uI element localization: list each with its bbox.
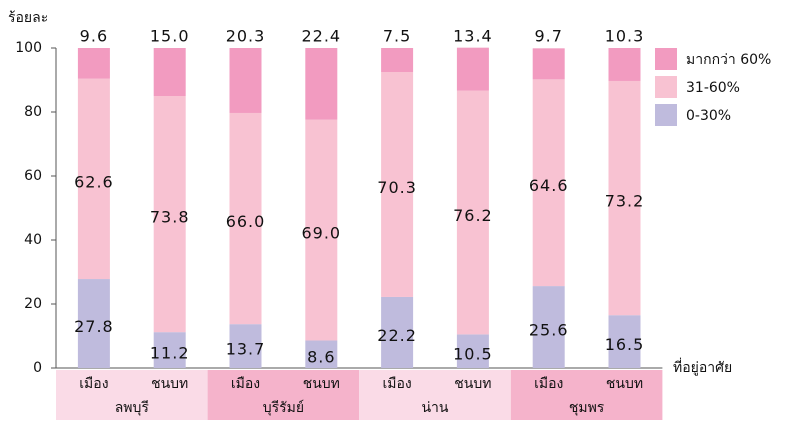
group-label: ลพบุรี	[115, 400, 150, 416]
bar-segment	[77, 279, 110, 368]
bar-segment	[456, 47, 489, 91]
bar-segment	[229, 48, 262, 113]
bar-segment	[77, 48, 110, 79]
bar-segment	[381, 48, 414, 72]
group-band	[207, 370, 360, 422]
value-label: 10.3	[605, 27, 645, 46]
value-label: 73.8	[150, 208, 190, 227]
bar-segment	[532, 48, 565, 80]
bar-segment	[153, 332, 186, 368]
value-label: 66.0	[226, 212, 266, 231]
bar-segment	[608, 315, 641, 368]
y-tick-label: 0	[33, 360, 42, 376]
value-label: 62.6	[74, 172, 114, 191]
value-label: 13.7	[226, 340, 266, 359]
y-axis-label: ร้อยละ	[8, 10, 48, 26]
legend-label: มากกว่า 60%	[686, 52, 771, 68]
value-label: 69.0	[301, 224, 341, 243]
bar-segment	[305, 119, 338, 341]
value-label: 9.6	[80, 27, 108, 46]
bar-segment	[153, 96, 186, 333]
value-label: 25.6	[529, 321, 569, 340]
legend-label: 31-60%	[686, 80, 740, 96]
legend-swatch	[655, 76, 677, 98]
bar-segment	[608, 48, 641, 81]
x-tick-label: ชนบท	[606, 376, 643, 392]
group-band	[359, 370, 511, 422]
legend-swatch	[655, 104, 677, 126]
y-tick-label: 20	[24, 296, 42, 312]
bar-segment	[305, 340, 338, 368]
x-axis-label: ที่อยู่อาศัย	[673, 358, 732, 376]
value-label: 76.2	[453, 206, 493, 225]
legend-swatch	[655, 48, 677, 70]
value-label: 13.4	[453, 27, 493, 46]
x-tick-label: เมือง	[79, 376, 108, 392]
bar-segment	[153, 48, 186, 96]
bar-segment	[229, 112, 262, 325]
bar-segment	[229, 324, 262, 368]
bar-segment	[456, 334, 489, 368]
group-band	[510, 370, 663, 422]
group-label: น่าน	[421, 400, 448, 416]
x-tick-label: เมือง	[231, 376, 260, 392]
bar-segment	[381, 296, 414, 368]
bar-segment	[381, 72, 414, 297]
bar-segment	[77, 78, 110, 280]
bar-segment	[456, 90, 489, 335]
y-tick-label: 100	[15, 40, 42, 56]
value-label: 8.6	[307, 348, 335, 367]
value-label: 70.3	[377, 178, 417, 197]
value-label: 27.8	[74, 317, 114, 336]
value-label: 9.7	[534, 27, 562, 46]
x-tick-label: ชนบท	[454, 376, 491, 392]
y-tick-label: 40	[24, 232, 42, 248]
value-label: 20.3	[226, 27, 266, 46]
y-tick-label: 60	[24, 168, 42, 184]
bar-segment	[305, 48, 338, 120]
value-label: 7.5	[383, 27, 411, 46]
bar-segment	[532, 79, 565, 287]
bar-segment	[532, 286, 565, 368]
bar-segment	[608, 80, 641, 316]
value-label: 10.5	[453, 345, 493, 364]
x-tick-label: ชนบท	[151, 376, 188, 392]
x-tick-label: เมือง	[534, 376, 563, 392]
x-tick-label: ชนบท	[303, 376, 340, 392]
group-band	[56, 370, 208, 422]
group-label: บุรีรัมย์	[263, 399, 304, 416]
group-label: ชุมพร	[569, 400, 605, 416]
y-tick-label: 80	[24, 104, 42, 120]
value-label: 15.0	[150, 27, 190, 46]
x-tick-label: เมือง	[382, 376, 411, 392]
value-label: 64.6	[529, 176, 569, 195]
value-label: 73.2	[605, 192, 645, 211]
value-label: 11.2	[150, 344, 190, 363]
value-label: 22.2	[377, 326, 417, 345]
value-label: 16.5	[605, 335, 645, 354]
legend-label: 0-30%	[686, 108, 731, 124]
value-label: 22.4	[301, 27, 341, 46]
